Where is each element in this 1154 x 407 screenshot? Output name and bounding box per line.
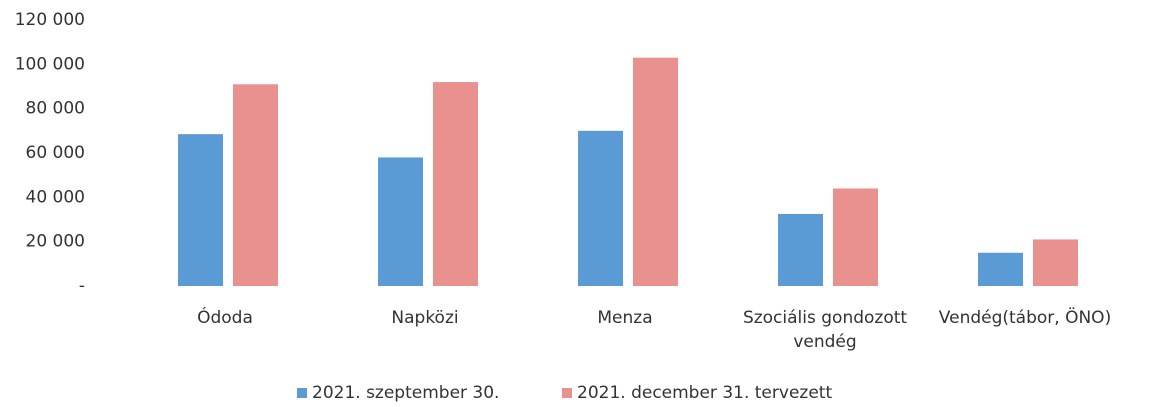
- legend-swatch: [297, 388, 307, 398]
- y-tick-label: -: [79, 276, 85, 296]
- legend-swatch: [562, 388, 572, 398]
- bar: [833, 188, 878, 286]
- bar: [778, 213, 823, 286]
- bar: [978, 252, 1023, 286]
- bar: [378, 157, 423, 286]
- y-tick-label: 120 000: [15, 10, 85, 30]
- bar: [233, 84, 278, 287]
- legend-label: 2021. december 31. tervezett: [577, 383, 832, 403]
- y-tick-label: 80 000: [26, 99, 85, 119]
- x-tick-label: Vendég(tábor, ÖNO): [938, 308, 1112, 328]
- x-tick-label: Ódoda: [197, 308, 253, 328]
- x-tick-label: Menza: [597, 308, 653, 328]
- y-tick-label: 60 000: [26, 143, 85, 163]
- bar: [178, 134, 223, 286]
- x-tick-label: Szociális gondozott vendég: [742, 308, 908, 352]
- legend-label: 2021. szeptember 30.: [312, 383, 499, 403]
- bar: [1033, 239, 1078, 286]
- y-tick-label: 20 000: [26, 232, 85, 252]
- bar: [578, 130, 623, 286]
- bar: [433, 82, 478, 286]
- y-tick-label: 100 000: [15, 54, 85, 74]
- y-tick-label: 40 000: [26, 187, 85, 207]
- bar: [633, 57, 678, 286]
- x-tick-label: Napközi: [391, 308, 459, 328]
